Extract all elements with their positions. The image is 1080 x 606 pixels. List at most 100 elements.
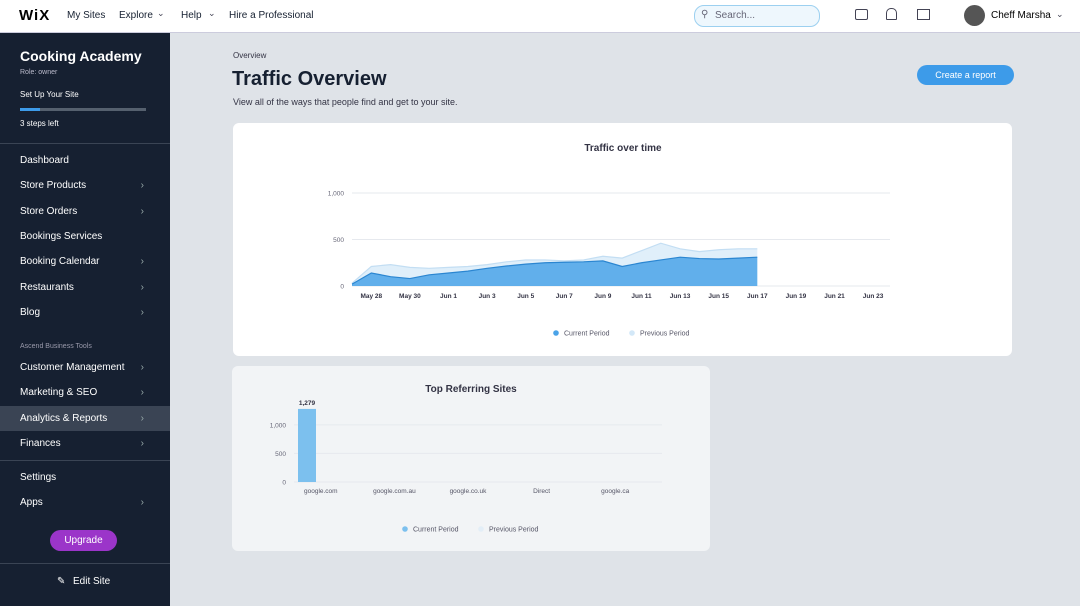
menu-chevron: › [140,437,144,449]
menu-item[interactable]: Blog › [0,300,170,325]
search-placeholder: Search... [715,10,756,21]
logo[interactable]: WiX [19,7,51,24]
x-tick-label: Jun 13 [670,293,691,300]
menu-item[interactable]: Store Orders › [0,199,170,224]
x-tick-label: Jun 21 [824,293,845,300]
nav-item[interactable]: My Sites [67,10,106,21]
series-line [351,256,758,285]
x-tick-label: google.com.au [373,488,416,495]
divider [0,460,170,461]
x-tick-label: Jun 1 [440,293,457,300]
legend-label: Previous Period [640,331,690,338]
edit-site[interactable]: Edit Site [73,576,111,587]
setup-label[interactable]: Set Up Your Site [20,90,79,99]
y-tick-label: 0 [340,284,344,291]
legend-swatch [478,526,484,532]
legend-swatch [402,526,408,532]
menu-label: Marketing & SEO [20,387,98,399]
menu-item[interactable]: Marketing & SEO › [0,380,170,405]
x-tick-label: Jun 7 [556,293,573,300]
divider [0,563,170,564]
progress-track [20,108,146,111]
menu-item[interactable]: Customer Management › [0,355,170,380]
y-tick-label: 1,000 [328,191,345,198]
chart-title: Traffic over time [584,143,662,154]
menu-label: Blog [20,306,41,318]
traffic-card: Traffic over time 0 500 1,000 Current Period… [233,123,1012,356]
user-name[interactable]: Cheff Marsha [991,10,1051,21]
x-tick-label: google.co.uk [450,488,488,495]
page-subtitle: View all of the ways that people find an… [233,97,458,107]
site-name: Cooking Academy [20,48,142,64]
menu-chevron: › [140,306,144,318]
menu-label: Apps [20,497,43,509]
x-tick-label: May 28 [360,293,382,300]
y-tick-label: 500 [333,237,344,244]
series-line [351,242,758,284]
divider [0,143,170,144]
breadcrumb[interactable]: Overview [233,51,267,60]
x-tick-label: Jun 17 [747,293,768,300]
x-tick-label: Jun 3 [479,293,496,300]
menu-chevron: › [140,497,144,509]
menu-label: Store Products [20,180,87,192]
nav-item[interactable]: Hire a Professional [229,10,314,21]
announce-icon[interactable] [917,9,930,20]
y-tick-label: 0 [282,480,286,487]
nav-item[interactable]: Help [181,10,202,21]
x-tick-label: Jun 9 [594,293,611,300]
legend-label: Current Period [413,527,459,534]
menu-item[interactable]: Bookings Services [0,224,170,249]
bell-icon[interactable] [886,8,897,20]
chat-icon[interactable] [855,9,868,20]
create-report-button[interactable]: Create a report [917,65,1014,85]
menu-item[interactable]: Finances › [0,431,170,456]
page-title: Traffic Overview [232,68,387,90]
user-chevron[interactable]: ⌄ [1056,9,1064,19]
menu-chevron: › [140,205,144,217]
menu-label: Analytics & Reports [20,412,108,424]
menu-label: Restaurants [20,281,74,293]
x-tick-label: google.com [304,488,338,495]
x-tick-label: Jun 23 [863,293,884,300]
nav-chevron: ⌄ [208,8,216,18]
menu-chevron: › [140,281,144,293]
data-label: 1,279 [299,400,316,407]
menu-chevron: › [140,180,144,192]
menu-chevron: › [140,412,144,424]
upgrade-button[interactable]: Upgrade [50,530,117,551]
area-fill [352,257,758,286]
menu-label: Dashboard [20,155,69,166]
legend-swatch [553,330,559,336]
menu-item[interactable]: Store Products › [0,173,170,198]
menu-chevron: › [140,387,144,399]
bar [298,408,316,482]
traffic-chart: Traffic over time 0 500 1,000 Current Period… [328,143,890,338]
x-tick-label: Jun 15 [708,293,729,300]
menu-item[interactable]: Apps › [0,490,170,515]
search-icon: ⚲ [701,9,709,20]
menu-item[interactable]: Analytics & Reports › [0,405,170,431]
menu-item[interactable]: Dashboard [0,148,170,173]
menu-item[interactable]: Settings [0,465,170,490]
search-box[interactable]: Search... ⚲ [694,5,820,27]
x-tick-label: Jun 5 [517,293,534,300]
menu-item[interactable]: Booking Calendar › [0,249,170,274]
menu-chevron: › [140,256,144,268]
sidebar: Cooking Academy Role: owner Set Up Your … [0,33,170,606]
referring-card: Top Referring Sites 0 500 1,000 Current Peri… [232,366,710,551]
menu-label: Customer Management [20,362,125,373]
referring-chart: Top Referring Sites 0 500 1,000 Current Peri… [270,384,662,534]
chart-title: Top Referring Sites [425,384,517,395]
x-tick-label: May 30 [399,293,421,300]
x-tick-label: Jun 19 [786,293,807,300]
avatar[interactable] [964,5,985,26]
legend-swatch [629,330,635,336]
x-tick-label: Direct [533,488,550,495]
menu-label: Finances [20,437,61,449]
top-bar: WiX My Sites Explore ⌄ Help ⌄ Hire a Professi… [0,0,1080,33]
nav-item[interactable]: Explore [119,10,153,21]
menu-item[interactable]: Restaurants › [0,275,170,300]
menu-label: Settings [20,472,57,483]
